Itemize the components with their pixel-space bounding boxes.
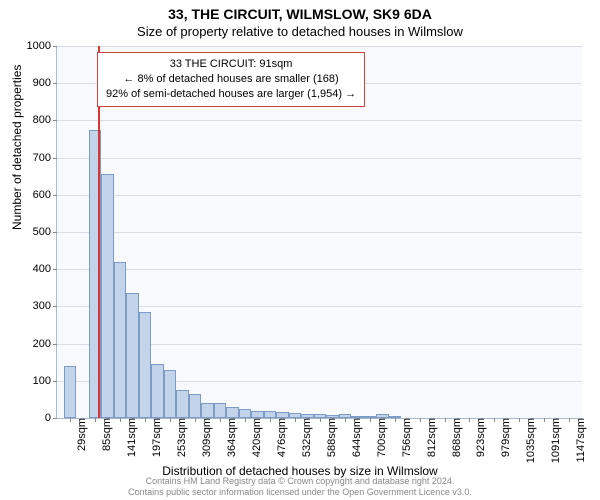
xtick-mark [95, 418, 96, 422]
gridline [57, 158, 582, 159]
histogram-bar [176, 390, 189, 418]
xtick-mark [469, 418, 470, 422]
histogram-bar [164, 370, 177, 418]
xtick-mark [220, 418, 221, 422]
xtick-label: 644sqm [349, 418, 363, 457]
xtick-label: 85sqm [99, 418, 113, 451]
histogram-bar [226, 407, 239, 418]
xtick-mark [544, 418, 545, 422]
xtick-label: 141sqm [124, 418, 138, 457]
xtick-label: 588sqm [324, 418, 338, 457]
xtick-mark [70, 418, 71, 422]
xtick-label: 1035sqm [523, 418, 537, 463]
xtick-label: 700sqm [374, 418, 388, 457]
gridline [57, 120, 582, 121]
footer-line1: Contains HM Land Registry data © Crown c… [0, 476, 600, 487]
gridline [57, 46, 582, 47]
ytick-label: 100 [33, 375, 57, 387]
ytick-label: 0 [45, 412, 57, 424]
histogram-bar [126, 293, 139, 418]
annotation-box: 33 THE CIRCUIT: 91sqm ← 8% of detached h… [97, 52, 365, 107]
annotation-line2: ← 8% of detached houses are smaller (168… [106, 72, 356, 87]
xtick-label: 476sqm [274, 418, 288, 457]
page-title: 33, THE CIRCUIT, WILMSLOW, SK9 6DA [0, 0, 600, 22]
xtick-label: 1147sqm [573, 418, 587, 462]
footer-attribution: Contains HM Land Registry data © Crown c… [0, 476, 600, 498]
xtick-mark [120, 418, 121, 422]
xtick-label: 197sqm [149, 418, 163, 457]
ytick-label: 800 [33, 114, 57, 126]
xtick-label: 532sqm [299, 418, 313, 457]
xtick-mark [519, 418, 520, 422]
annotation-line1: 33 THE CIRCUIT: 91sqm [106, 57, 356, 72]
xtick-label: 309sqm [199, 418, 213, 457]
annotation-line3: 92% of semi-detached houses are larger (… [106, 87, 356, 102]
xtick-label: 812sqm [424, 418, 438, 457]
histogram-bar [139, 312, 152, 418]
histogram-bar [189, 394, 202, 418]
xtick-label: 979sqm [498, 418, 512, 457]
page-subtitle: Size of property relative to detached ho… [0, 22, 600, 39]
histogram-chart: 0100200300400500600700800900100029sqm85s… [56, 46, 582, 419]
histogram-bar [151, 364, 164, 418]
histogram-bar [114, 262, 127, 418]
xtick-mark [270, 418, 271, 422]
xtick-label: 253sqm [174, 418, 188, 457]
xtick-label: 1091sqm [548, 418, 562, 463]
xtick-label: 364sqm [224, 418, 238, 457]
xtick-mark [320, 418, 321, 422]
xtick-mark [494, 418, 495, 422]
y-axis-label: Number of detached properties [10, 65, 24, 230]
histogram-bar [264, 411, 277, 418]
histogram-bar [239, 409, 252, 418]
ytick-label: 500 [33, 226, 57, 238]
xtick-mark [295, 418, 296, 422]
footer-line2: Contains public sector information licen… [0, 487, 600, 498]
xtick-mark [170, 418, 171, 422]
xtick-label: 923sqm [473, 418, 487, 457]
xtick-mark [395, 418, 396, 422]
ytick-label: 200 [33, 338, 57, 350]
ytick-label: 300 [33, 300, 57, 312]
xtick-mark [569, 418, 570, 422]
histogram-bar [201, 403, 214, 418]
ytick-label: 900 [33, 77, 57, 89]
xtick-mark [345, 418, 346, 422]
xtick-label: 420sqm [249, 418, 263, 457]
xtick-mark [245, 418, 246, 422]
gridline [57, 232, 582, 233]
ytick-label: 400 [33, 263, 57, 275]
gridline [57, 195, 582, 196]
histogram-bar [251, 411, 264, 418]
xtick-mark [445, 418, 446, 422]
xtick-mark [145, 418, 146, 422]
xtick-mark [195, 418, 196, 422]
ytick-label: 600 [33, 189, 57, 201]
ytick-label: 700 [33, 152, 57, 164]
xtick-label: 29sqm [74, 418, 88, 451]
histogram-bar [101, 174, 114, 418]
xtick-mark [370, 418, 371, 422]
ytick-label: 1000 [27, 40, 57, 52]
xtick-mark [420, 418, 421, 422]
xtick-label: 868sqm [449, 418, 463, 457]
histogram-bar [214, 403, 227, 418]
histogram-bar [64, 366, 77, 418]
xtick-label: 756sqm [399, 418, 413, 457]
gridline [57, 269, 582, 270]
